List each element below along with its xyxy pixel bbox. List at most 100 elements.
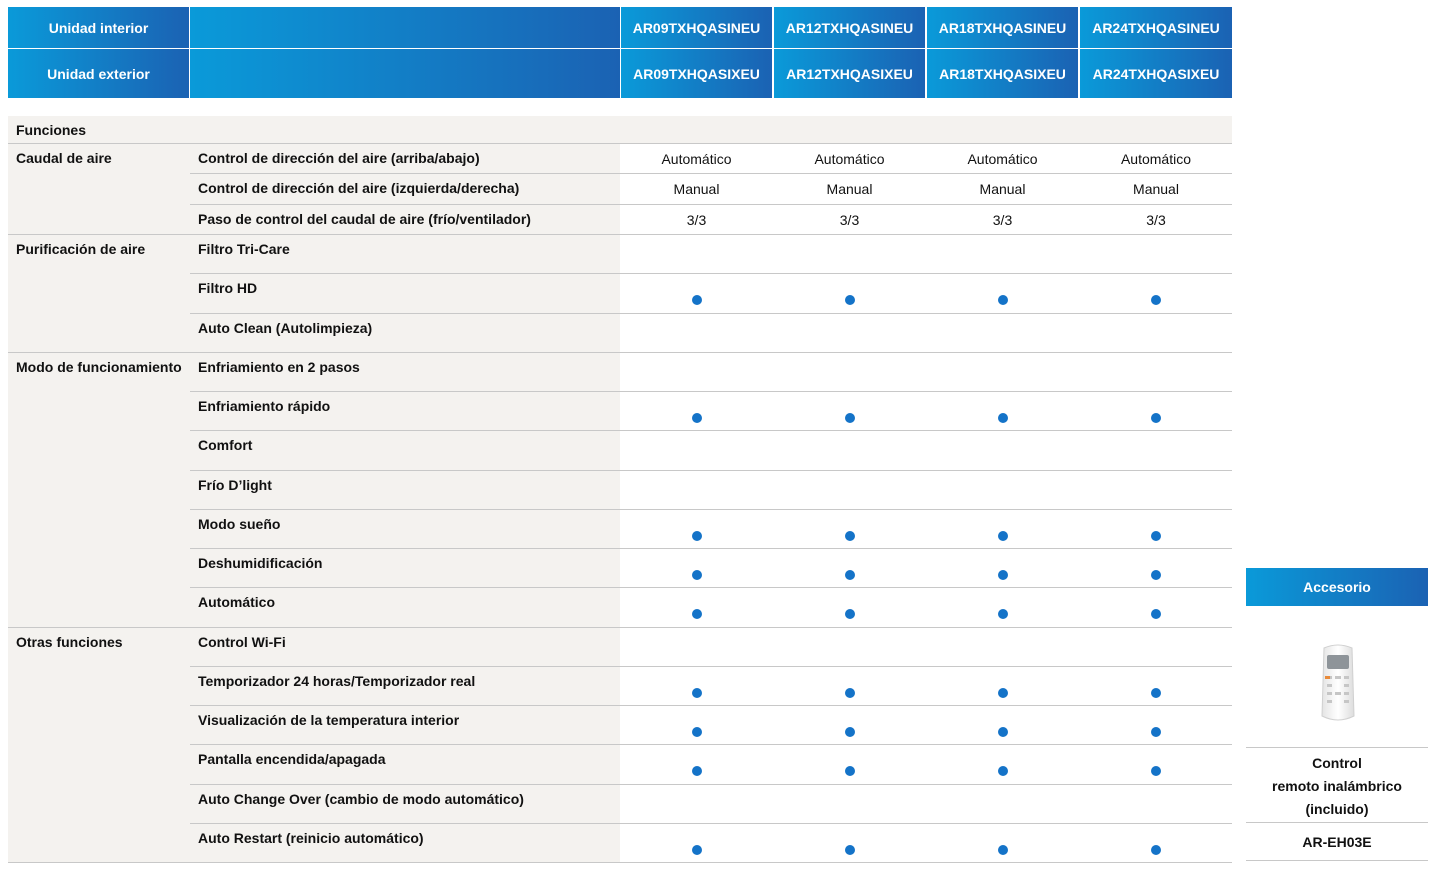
- feature-dot: [997, 412, 1008, 423]
- feature-dot: [1151, 687, 1161, 698]
- divider: [190, 587, 1232, 588]
- label-background: [8, 116, 620, 862]
- divider: [190, 666, 1232, 667]
- divider: [190, 784, 1232, 785]
- feature-dot: [997, 726, 1008, 737]
- feature-dot: [1151, 844, 1161, 855]
- row-label: Control de dirección del aire (izquierda…: [198, 180, 520, 197]
- row-label: Pantalla encendida/apagada: [198, 751, 386, 768]
- feature-dot: [1151, 530, 1161, 541]
- row-label: Comfort: [198, 437, 253, 454]
- feature-dot: [1151, 766, 1161, 777]
- row-label: Auto Restart (reinicio automático): [198, 829, 424, 846]
- feature-dot: [691, 412, 702, 423]
- group-name: Purificación de aire: [16, 241, 146, 258]
- remote-image: [1321, 644, 1355, 721]
- divider: [8, 234, 1232, 235]
- feature-dot: [997, 766, 1008, 777]
- feature-dot: [691, 609, 702, 620]
- header-blank: [190, 49, 620, 98]
- feature-dot: [844, 844, 855, 855]
- cell-value: Automático: [661, 151, 732, 167]
- divider: [190, 744, 1232, 745]
- cell-value: 3/3: [686, 211, 707, 228]
- divider: [8, 627, 1232, 628]
- divider: [190, 313, 1232, 314]
- feature-dot: [997, 609, 1008, 620]
- row-label: Filtro HD: [198, 280, 258, 297]
- model-name: AR24TXHQASINEU: [1080, 7, 1232, 48]
- feature-dot: [844, 726, 855, 737]
- row-label: Temporizador 24 horas/Temporizador real: [198, 672, 476, 689]
- divider: [8, 862, 1232, 863]
- feature-dot: [1151, 295, 1161, 306]
- feature-dot: [691, 569, 702, 580]
- feature-dot: [844, 569, 855, 580]
- divider: [190, 430, 1232, 431]
- divider: [190, 548, 1232, 549]
- divider: [190, 509, 1232, 510]
- row-label: Control Wi-Fi: [198, 633, 286, 650]
- feature-dot: [1151, 726, 1161, 737]
- divider: [190, 173, 1232, 174]
- divider: [1246, 822, 1428, 823]
- cell-value: Manual: [673, 181, 720, 198]
- feature-dot: [844, 530, 855, 541]
- feature-dot: [1151, 609, 1161, 620]
- header-label: Unidad exterior: [8, 49, 189, 98]
- cell-value: Manual: [979, 181, 1026, 198]
- row-label: Auto Change Over (cambio de modo automát…: [198, 790, 524, 807]
- feature-dot: [691, 295, 702, 306]
- cell-value: Manual: [1133, 181, 1179, 198]
- model-name: AR12TXHQASINEU: [774, 7, 925, 48]
- divider: [1246, 747, 1428, 748]
- feature-dot: [691, 844, 702, 855]
- model-name: AR09TXHQASIXEU: [621, 49, 772, 98]
- feature-dot: [1151, 569, 1161, 580]
- header-label: Unidad interior: [8, 7, 189, 48]
- row-label: Filtro Tri-Care: [198, 241, 290, 258]
- divider: [8, 352, 1232, 353]
- feature-dot: [844, 412, 855, 423]
- cell-value: Manual: [826, 181, 873, 198]
- feature-dot: [997, 530, 1008, 541]
- row-label: Enfriamiento en 2 pasos: [198, 358, 360, 375]
- section-row: [8, 116, 1232, 143]
- model-name: AR24TXHQASIXEU: [1080, 49, 1232, 98]
- row-label: Deshumidificación: [198, 555, 323, 572]
- divider: [190, 823, 1232, 824]
- model-name: AR18TXHQASIXEU: [927, 49, 1078, 98]
- feature-dot: [691, 530, 702, 541]
- accessory-title: Accesorio: [1246, 568, 1428, 606]
- model-name: AR09TXHQASINEU: [621, 7, 772, 48]
- row-label: Visualización de la temperatura interior: [198, 712, 460, 729]
- divider: [190, 705, 1232, 706]
- feature-dot: [997, 844, 1008, 855]
- row-label: Modo sueño: [198, 515, 281, 532]
- feature-dot: [997, 687, 1008, 698]
- feature-dot: [997, 569, 1008, 580]
- feature-dot: [844, 295, 855, 306]
- model-name: AR12TXHQASIXEU: [774, 49, 925, 98]
- feature-dot: [844, 766, 855, 777]
- feature-dot: [844, 609, 855, 620]
- row-label: Auto Clean (Autolimpieza): [198, 319, 373, 336]
- row-label: Automático: [198, 594, 275, 611]
- group-name: Otras funciones: [16, 633, 123, 650]
- model-name: AR18TXHQASINEU: [927, 7, 1078, 48]
- feature-dot: [691, 726, 702, 737]
- divider: [1246, 860, 1428, 861]
- row-label: Control de dirección del aire (arriba/ab…: [198, 150, 480, 166]
- divider: [190, 204, 1232, 205]
- accessory-name: (incluido): [1305, 801, 1369, 817]
- row-label: Frío D’light: [198, 476, 272, 493]
- feature-dot: [691, 766, 702, 777]
- accessory-name: Control: [1312, 755, 1362, 771]
- row-label: Paso de control del caudal de aire (frío…: [198, 210, 531, 227]
- cell-value: 3/3: [992, 211, 1013, 228]
- cell-value: 3/3: [839, 211, 860, 228]
- divider: [190, 273, 1232, 274]
- row-label: Enfriamiento rápido: [198, 398, 331, 415]
- feature-dot: [1151, 412, 1161, 423]
